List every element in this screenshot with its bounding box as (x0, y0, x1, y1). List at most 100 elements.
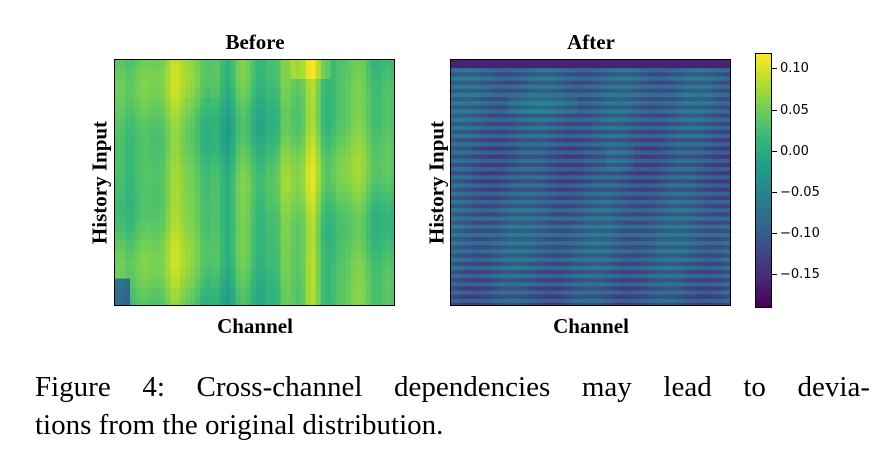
before-cell (270, 126, 277, 137)
after-cell (717, 129, 726, 135)
before-cell (155, 231, 161, 242)
before-cell (310, 193, 317, 204)
before-cell (330, 79, 337, 90)
after-cell (542, 183, 550, 189)
after-cell (605, 261, 614, 267)
after-cell (493, 162, 501, 168)
after-cell (514, 76, 522, 81)
after-cell (563, 278, 572, 283)
after-cell (710, 191, 719, 197)
after-cell (486, 121, 494, 127)
after-cell (549, 138, 557, 143)
after-cell (535, 208, 543, 213)
before-cell (315, 250, 322, 261)
after-cell (507, 88, 515, 94)
after-cell (514, 298, 522, 304)
before-cell (340, 231, 347, 242)
before-cell (155, 98, 161, 109)
after-cell (556, 175, 565, 180)
before-cell (235, 297, 242, 305)
before-cell (170, 221, 176, 232)
after-cell (549, 195, 557, 201)
after-cell (507, 232, 515, 238)
after-cell (682, 175, 691, 180)
after-cell (458, 274, 466, 279)
before-cell (145, 297, 151, 305)
before-cell (310, 164, 317, 175)
after-cell (535, 88, 543, 94)
after-cell (542, 294, 550, 300)
before-cell (315, 136, 322, 147)
before-cell (130, 297, 136, 305)
after-cell (703, 302, 712, 305)
after-cell (682, 138, 691, 143)
after-cell (549, 150, 557, 156)
after-cell (724, 92, 730, 98)
after-cell (682, 274, 691, 279)
after-cell (696, 158, 705, 164)
before-cell (320, 231, 327, 242)
before-cell (195, 136, 201, 147)
after-cell (605, 142, 614, 147)
before-cell (240, 297, 247, 305)
after-cell (472, 84, 480, 90)
after-cell (584, 253, 593, 258)
before-cell (235, 250, 242, 261)
before-cell (365, 221, 372, 232)
after-cell (633, 228, 642, 234)
after-cell (556, 282, 565, 287)
after-cell (612, 208, 621, 213)
after-cell (451, 117, 459, 123)
after-cell (577, 298, 586, 304)
after-cell (556, 68, 565, 73)
after-cell (675, 84, 684, 90)
after-cell (535, 142, 543, 147)
after-cell (549, 204, 557, 209)
after-cell (591, 121, 600, 127)
after-cell (598, 80, 607, 86)
before-cell (200, 98, 206, 109)
after-cell (710, 195, 719, 201)
after-cell (528, 187, 536, 193)
before-cell (175, 250, 181, 261)
before-cell (165, 288, 171, 299)
before-cell (135, 155, 141, 166)
after-cell (717, 261, 726, 267)
before-cell (210, 250, 216, 261)
after-cell (542, 195, 550, 201)
before-cell (220, 145, 226, 156)
after-cell (598, 265, 607, 271)
after-cell (584, 117, 593, 123)
after-cell (598, 146, 607, 151)
before-cell (380, 278, 387, 289)
before-cell (255, 259, 262, 270)
after-cell (647, 142, 656, 147)
before-cell (175, 212, 181, 223)
before-cell (380, 164, 387, 175)
before-cell (210, 259, 216, 270)
after-cell (458, 265, 466, 271)
after-cell (514, 146, 522, 151)
after-cell (479, 265, 487, 271)
after-cell (647, 187, 656, 193)
before-cell (385, 212, 392, 223)
before-cell (300, 250, 307, 261)
before-cell (285, 79, 292, 90)
before-cell (170, 126, 176, 137)
before-cell (250, 98, 257, 109)
after-cell (493, 64, 501, 69)
before-cell (120, 107, 126, 118)
before-cell (145, 174, 151, 185)
after-cell (633, 105, 642, 110)
after-cell (493, 84, 501, 90)
before-cell (195, 69, 201, 80)
after-cell (493, 88, 501, 94)
after-cell (703, 121, 712, 127)
after-cell (535, 241, 543, 246)
after-cell (633, 212, 642, 217)
after-cell (535, 80, 543, 86)
after-cell (696, 302, 705, 305)
before-cell (120, 259, 126, 270)
after-cell (598, 208, 607, 213)
before-cell (170, 269, 176, 280)
